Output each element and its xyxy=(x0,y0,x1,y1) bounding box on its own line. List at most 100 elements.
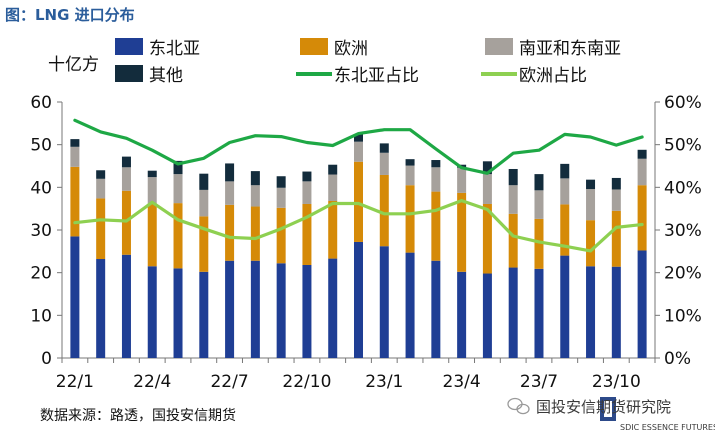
bar-europe xyxy=(379,174,389,247)
bar-northeast-asia xyxy=(199,271,209,358)
bar-northeast-asia xyxy=(328,258,338,358)
bar-other xyxy=(199,173,209,190)
bar-other xyxy=(328,164,338,175)
bar-europe xyxy=(70,166,80,237)
legend-swatch-northeast-asia xyxy=(115,38,143,55)
bar-europe xyxy=(431,191,441,261)
bar-other xyxy=(637,149,647,159)
bar-other xyxy=(96,170,106,179)
y-left-tick-label: 0 xyxy=(41,349,52,369)
bar-south-asia xyxy=(70,146,80,167)
watermark-text: 国投安信期货研究院 xyxy=(536,398,671,416)
watermark-logo-sub: SDIC ESSENCE FUTURES xyxy=(620,423,715,432)
y-right-tick-label: 50% xyxy=(664,136,702,156)
bar-south-asia xyxy=(534,190,544,219)
bar-northeast-asia xyxy=(379,246,389,358)
y-right-tick-label: 30% xyxy=(664,221,702,241)
legend-swatch-south-asia xyxy=(485,38,513,55)
y-right-tick-label: 20% xyxy=(664,264,702,284)
bar-northeast-asia xyxy=(302,264,312,358)
bar-other xyxy=(431,160,441,168)
bar-northeast-asia xyxy=(96,259,106,358)
x-tick-label: 22/4 xyxy=(133,372,171,392)
bar-northeast-asia xyxy=(611,266,621,358)
bar-northeast-asia xyxy=(560,255,570,358)
bar-south-asia xyxy=(431,167,441,192)
legend-label: 东北亚 xyxy=(149,39,200,59)
bar-south-asia xyxy=(508,185,518,214)
bar-northeast-asia xyxy=(586,266,596,358)
bar-south-asia xyxy=(302,181,312,204)
bar-other xyxy=(586,179,596,190)
bar-europe xyxy=(560,204,570,256)
bar-south-asia xyxy=(637,158,647,186)
y-right-tick-label: 0% xyxy=(664,349,691,369)
bar-other xyxy=(250,171,260,186)
y-axis-left-unit: 十亿方 xyxy=(48,55,99,75)
bar-northeast-asia xyxy=(637,250,647,358)
legend-label: 其他 xyxy=(149,66,183,86)
legend-label: 东北亚占比 xyxy=(334,66,419,86)
bar-other xyxy=(379,143,389,153)
bar-europe xyxy=(147,203,157,267)
y-left-tick-label: 50 xyxy=(30,136,52,156)
bar-northeast-asia xyxy=(534,268,544,358)
bar-south-asia xyxy=(276,187,286,208)
bar-other xyxy=(147,170,157,178)
bar-other xyxy=(405,159,415,166)
bar-europe xyxy=(637,185,647,251)
x-tick-label: 22/10 xyxy=(282,372,331,392)
bar-europe xyxy=(96,198,106,260)
y-right-tick-label: 10% xyxy=(664,306,702,326)
bar-other xyxy=(302,171,312,182)
bar-south-asia xyxy=(96,178,106,199)
bar-other xyxy=(354,134,363,142)
bar-northeast-asia xyxy=(482,273,492,358)
bar-other xyxy=(70,139,80,147)
line-line-northeast xyxy=(73,118,644,175)
bar-europe xyxy=(354,161,363,242)
bar-northeast-asia xyxy=(121,254,131,358)
bar-europe xyxy=(482,203,492,274)
legend-label: 欧洲 xyxy=(334,39,368,59)
y-right-tick-label: 40% xyxy=(664,178,702,198)
legend-swatch-other xyxy=(115,65,143,82)
bar-europe xyxy=(508,213,518,268)
bar-northeast-asia xyxy=(354,241,363,358)
x-tick-label: 23/7 xyxy=(520,372,558,392)
bar-europe xyxy=(457,192,467,272)
bar-northeast-asia xyxy=(508,267,518,358)
bar-europe xyxy=(611,210,621,267)
bar-south-asia xyxy=(199,189,209,217)
bar-northeast-asia xyxy=(405,252,415,358)
bar-europe xyxy=(302,203,312,265)
bar-other xyxy=(611,177,621,190)
bar-europe xyxy=(225,204,235,261)
bar-south-asia xyxy=(250,185,260,207)
bar-other xyxy=(508,168,518,186)
bar-south-asia xyxy=(354,141,363,162)
legend-swatch-europe xyxy=(300,38,328,55)
bar-northeast-asia xyxy=(276,263,286,358)
x-tick-label: 23/4 xyxy=(443,372,481,392)
bar-south-asia xyxy=(225,181,235,205)
x-tick-label: 22/1 xyxy=(56,372,94,392)
y-left-tick-label: 60 xyxy=(30,93,52,113)
legend-label: 欧洲占比 xyxy=(519,66,587,86)
bar-europe xyxy=(405,185,415,253)
bar-south-asia xyxy=(560,178,570,205)
bar-northeast-asia xyxy=(147,266,157,358)
bar-northeast-asia xyxy=(250,260,260,358)
bar-other xyxy=(482,161,492,175)
axes: 0 10 20 30 40 50 60 0% 10% 20% 30% 40% 50% 60% 22/1 22/… xyxy=(30,93,701,392)
bar-other xyxy=(173,160,183,175)
y-right-tick-label: 60% xyxy=(664,93,702,113)
bar-europe xyxy=(121,190,131,255)
bar-south-asia xyxy=(121,167,131,191)
bar-south-asia xyxy=(457,167,467,193)
bar-south-asia xyxy=(328,174,338,201)
bar-south-asia xyxy=(147,177,157,204)
logo-icon xyxy=(600,397,616,421)
